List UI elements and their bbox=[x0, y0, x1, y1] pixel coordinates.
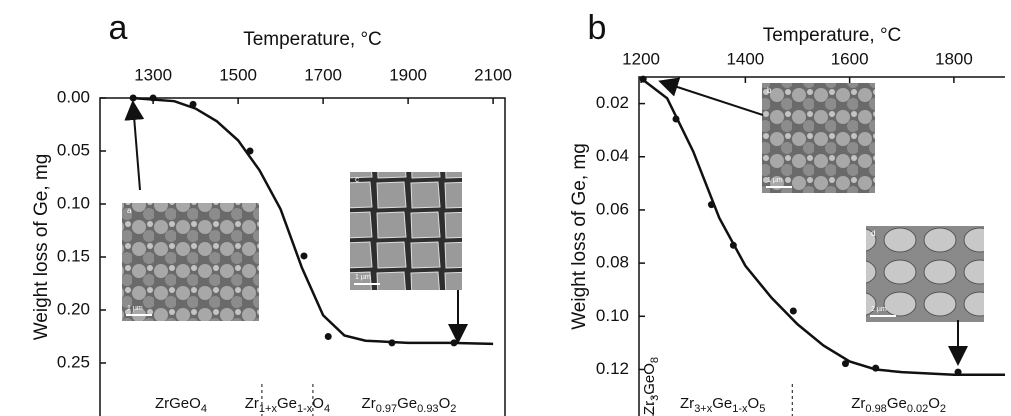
y-tick-label: 0.02 bbox=[596, 93, 629, 112]
phase-label-part: GeO bbox=[641, 363, 658, 395]
data-point bbox=[672, 115, 680, 123]
scale-label: 1 µm bbox=[127, 305, 143, 312]
phase-label-part: 1-x bbox=[732, 403, 748, 415]
inset-label: a bbox=[127, 206, 132, 215]
phase-label-part: 4 bbox=[324, 403, 330, 415]
scale-label: 2 µm bbox=[871, 306, 887, 313]
x-tick-label: 1200 bbox=[622, 49, 660, 68]
phase-label-part: ZrGeO bbox=[155, 395, 201, 412]
phase-label: Zr3GeO8 bbox=[641, 357, 661, 415]
phase-label-part: 3+x bbox=[694, 403, 713, 415]
phase-label-part: 0.93 bbox=[417, 403, 438, 415]
phase-label-part: 4 bbox=[201, 403, 207, 415]
phase-label-part: Zr bbox=[362, 395, 376, 412]
arrow bbox=[124, 100, 145, 191]
y-tick-label: 0.06 bbox=[596, 199, 629, 218]
y-tick-label: 0.05 bbox=[57, 140, 90, 159]
inset-label: d bbox=[871, 229, 875, 238]
scale-label: 1 µm bbox=[355, 274, 371, 281]
sem-inset bbox=[866, 226, 984, 322]
phase-label-part: O bbox=[928, 395, 940, 412]
data-point bbox=[789, 307, 797, 315]
phase-label: Zr1+xGe1-xO4 bbox=[245, 395, 330, 415]
y-axis-title: Weight loss of Ge, mg bbox=[569, 143, 590, 330]
phase-label-part: 2 bbox=[450, 403, 456, 415]
y-tick-label: 0.20 bbox=[57, 299, 90, 318]
phase-label: Zr0.98Ge0.02O2 bbox=[851, 395, 946, 415]
phase-label-part: Zr bbox=[641, 401, 658, 415]
axis-frame bbox=[638, 76, 1005, 416]
y-tick-label: 0.25 bbox=[57, 352, 90, 371]
data-point bbox=[954, 368, 962, 376]
x-tick-label: 1600 bbox=[831, 49, 869, 68]
phase-label-part: 2 bbox=[940, 403, 946, 415]
sem-inset bbox=[350, 172, 462, 290]
x-tick-label: 1900 bbox=[389, 65, 427, 84]
data-point bbox=[129, 94, 137, 102]
x-tick-label: 1500 bbox=[219, 65, 257, 84]
y-tick-label: 0.08 bbox=[596, 253, 629, 272]
x-tick-label: 1400 bbox=[726, 49, 764, 68]
phase-label-part: 1-x bbox=[297, 403, 313, 415]
arrow bbox=[658, 77, 764, 116]
data-point bbox=[246, 147, 254, 155]
inset-label: c bbox=[355, 175, 359, 184]
sem-inset bbox=[762, 83, 875, 193]
phase-label: ZrGeO4 bbox=[155, 395, 207, 415]
y-tick-label: 0.12 bbox=[596, 359, 629, 378]
scale-label: 1 µm bbox=[767, 177, 783, 184]
phase-label-part: O bbox=[312, 395, 324, 412]
y-tick-label: 0.10 bbox=[596, 306, 629, 325]
fit-curve bbox=[640, 77, 1005, 377]
phase-label-part: O bbox=[748, 395, 760, 412]
data-point bbox=[324, 333, 332, 340]
x-tick-label: 2100 bbox=[474, 65, 512, 84]
data-point bbox=[388, 339, 396, 347]
inset-label: b bbox=[767, 86, 772, 95]
phase-label-part: 3 bbox=[649, 395, 661, 401]
phase-label: Zr0.97Ge0.93O2 bbox=[362, 395, 457, 415]
phase-label-part: Ge bbox=[712, 395, 732, 412]
panel-label: b bbox=[588, 9, 607, 47]
data-point bbox=[841, 360, 849, 368]
data-point bbox=[189, 100, 197, 108]
phase-label-part: Ge bbox=[277, 395, 297, 412]
phase-label-part: 0.98 bbox=[865, 403, 886, 415]
phase-label-part: Zr bbox=[851, 395, 865, 412]
data-point bbox=[149, 94, 157, 102]
x-tick-label: 1700 bbox=[304, 65, 342, 84]
x-tick-label: 1300 bbox=[134, 65, 172, 84]
fit-curve bbox=[131, 96, 494, 346]
y-tick-label: 0.04 bbox=[596, 146, 629, 165]
data-point bbox=[450, 339, 458, 347]
phase-label: Zr3+xGe1-xO5 bbox=[680, 395, 765, 415]
x-axis-title: Temperature, °C bbox=[243, 29, 382, 50]
phase-label-part: 0.02 bbox=[907, 403, 928, 415]
data-point bbox=[707, 201, 715, 209]
data-point bbox=[639, 75, 647, 83]
phase-label-part: Ge bbox=[887, 395, 907, 412]
x-axis-title: Temperature, °C bbox=[763, 25, 902, 46]
y-tick-label: 0.00 bbox=[57, 87, 90, 106]
x-tick-label: 1800 bbox=[935, 49, 973, 68]
data-point bbox=[300, 252, 308, 260]
panel-label: a bbox=[109, 9, 128, 47]
data-point bbox=[729, 241, 737, 249]
phase-label-part: 1+x bbox=[259, 403, 278, 415]
phase-label-part: 5 bbox=[759, 403, 765, 415]
phase-label-part: O bbox=[439, 395, 451, 412]
phase-label-part: 0.97 bbox=[376, 403, 397, 415]
phase-label-part: Zr bbox=[680, 395, 694, 412]
phase-label-part: Zr bbox=[245, 395, 259, 412]
phase-label-part: Ge bbox=[397, 395, 417, 412]
y-tick-label: 0.10 bbox=[57, 193, 90, 212]
phase-label-part: 8 bbox=[649, 357, 661, 363]
y-tick-label: 0.15 bbox=[57, 246, 90, 265]
data-point bbox=[872, 364, 880, 372]
y-axis-title: Weight loss of Ge, mg bbox=[31, 154, 52, 341]
sem-inset bbox=[122, 203, 259, 321]
